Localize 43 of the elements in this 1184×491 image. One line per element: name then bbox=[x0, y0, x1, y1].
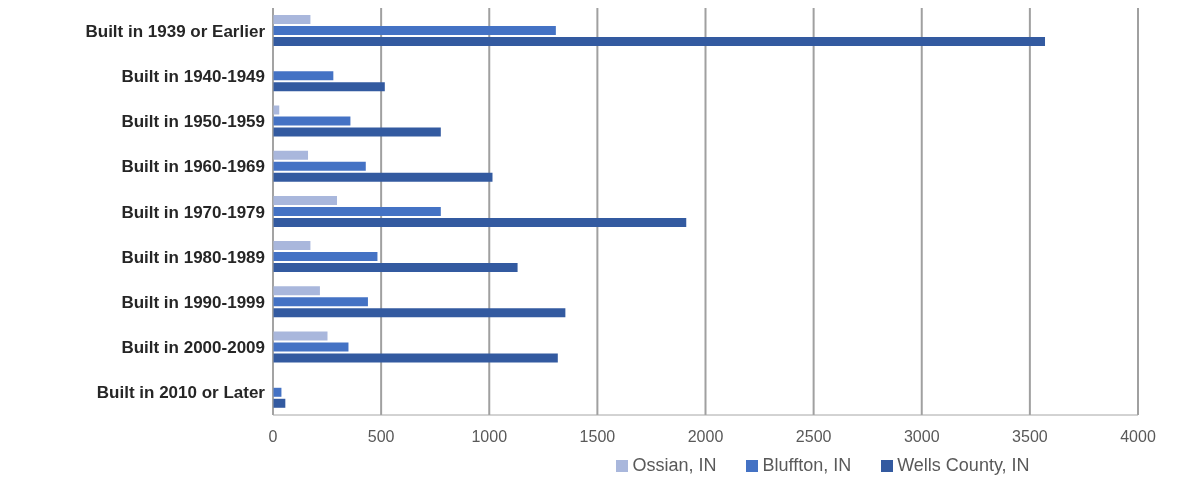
y-tick-label: Built in 1950-1959 bbox=[121, 112, 265, 132]
legend-label: Ossian, IN bbox=[632, 455, 717, 475]
y-tick-label: Built in 1940-1949 bbox=[121, 66, 265, 86]
bar bbox=[273, 331, 328, 341]
y-tick-label: Built in 1960-1969 bbox=[121, 157, 265, 177]
y-tick-label: Built in 2000-2009 bbox=[121, 338, 265, 358]
bar bbox=[273, 172, 493, 182]
bar bbox=[273, 217, 687, 227]
bar bbox=[273, 342, 349, 352]
legend-label: Bluffton, IN bbox=[762, 455, 852, 475]
x-tick-label: 1000 bbox=[471, 428, 508, 446]
bar bbox=[273, 15, 311, 24]
bar bbox=[273, 308, 566, 318]
legend-label: Wells County, IN bbox=[897, 455, 1030, 475]
x-tick-label: 0 bbox=[268, 428, 278, 446]
bar bbox=[273, 26, 556, 35]
x-tick-label: 2500 bbox=[795, 428, 832, 446]
y-tick-label: Built in 2010 or Later bbox=[96, 383, 266, 403]
bar bbox=[273, 206, 441, 216]
bar bbox=[273, 263, 518, 273]
x-tick-label: 4000 bbox=[1120, 428, 1156, 446]
bar bbox=[273, 161, 366, 171]
y-tick-label: Built in 1970-1979 bbox=[121, 202, 265, 222]
bar bbox=[273, 150, 309, 160]
x-tick-label: 2000 bbox=[687, 428, 724, 446]
bar bbox=[273, 353, 558, 363]
x-tick-label: 500 bbox=[367, 428, 395, 446]
x-tick-label: 3500 bbox=[1012, 428, 1048, 446]
bar bbox=[273, 241, 311, 251]
bar bbox=[273, 252, 378, 262]
bar bbox=[273, 297, 368, 307]
bar bbox=[273, 127, 441, 137]
bar bbox=[273, 82, 385, 92]
y-tick-label: Built in 1990-1999 bbox=[121, 292, 265, 312]
x-tick-label: 3000 bbox=[903, 428, 940, 446]
bar bbox=[273, 71, 334, 81]
x-tick-label: 1500 bbox=[579, 428, 616, 446]
bar bbox=[273, 116, 351, 126]
y-tick-label: Built in 1939 or Earlier bbox=[85, 21, 266, 41]
y-tick-label: Built in 1980-1989 bbox=[121, 247, 265, 267]
bar bbox=[273, 286, 320, 296]
bar bbox=[273, 37, 1046, 46]
bar bbox=[273, 195, 338, 205]
